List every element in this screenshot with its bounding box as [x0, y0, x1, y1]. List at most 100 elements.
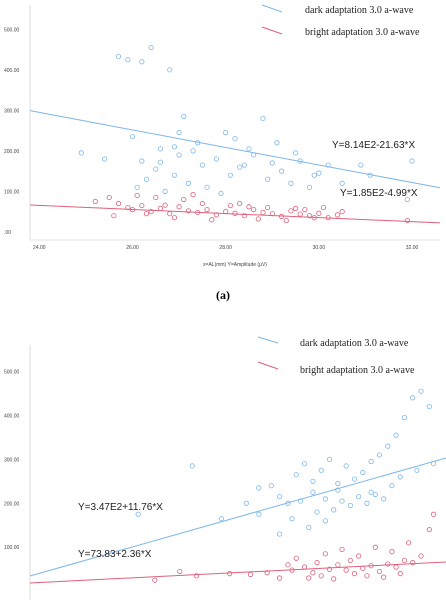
panel-a-point-dark — [311, 172, 317, 178]
panel-b-point-bright — [385, 561, 391, 567]
panel-a-point-bright — [125, 204, 131, 211]
panel-b-legend-dark: dark adaptation 3.0 a-wave — [300, 338, 409, 349]
panel-b-point-dark — [351, 476, 358, 482]
panel-a-point-dark — [171, 144, 178, 150]
panel-b-point-dark — [301, 461, 308, 467]
panel-b-point-dark — [418, 388, 424, 394]
panel-b-point-bright — [293, 555, 299, 561]
panel-a-equation-bright: Y=1.85E2-4.99*X — [340, 188, 418, 199]
panel-a-point-bright — [167, 211, 173, 217]
panel-a-point-dark — [218, 190, 224, 197]
panel-b-point-dark — [306, 524, 312, 531]
panel-a-point-dark — [162, 188, 168, 194]
panel-b-point-bright — [289, 567, 295, 573]
panel-b-point-dark — [243, 500, 249, 506]
panel-b-point-dark — [347, 502, 353, 509]
panel-b-y-tick-label: 500.00 — [4, 369, 20, 375]
panel-a-point-bright — [139, 202, 145, 209]
panel-a-point-bright — [181, 196, 187, 203]
panel-a-point-dark — [139, 158, 145, 164]
panel-a-point-dark — [306, 184, 313, 190]
panel-a-point-bright — [92, 198, 98, 205]
panel-a-point-bright — [134, 192, 140, 199]
panel-b-point-dark — [410, 395, 416, 401]
panel-b-point-bright — [276, 575, 283, 581]
panel-a-point-bright — [320, 204, 327, 211]
panel-a-x-tick-label: 30.00 — [313, 245, 326, 251]
panel-a-point-dark — [129, 134, 136, 140]
panel-b-y-tick-label: 300.00 — [4, 457, 20, 463]
panel-b-y-tick-label: 100.00 — [4, 545, 20, 551]
panel-a-y-tick-label: 300.00 — [4, 108, 20, 114]
panel-a-point-bright — [251, 207, 257, 213]
panel-b-point-dark — [426, 403, 432, 410]
panel-a-point-bright — [171, 215, 178, 221]
panel-b-point-bright — [314, 560, 320, 566]
panel-a-point-bright — [195, 209, 201, 216]
panel-a-point-dark — [288, 180, 294, 186]
panel-a-points — [78, 44, 415, 224]
panel-a-fit-lines — [29, 110, 441, 224]
panel-a-point-dark — [125, 57, 131, 63]
panel-a-x-tick-label: 32.00 — [406, 245, 419, 251]
panel-a-point-dark — [297, 158, 303, 164]
panel-b-point-dark — [276, 494, 283, 500]
panel-a-point-bright — [260, 209, 266, 216]
panel-a-point-dark — [199, 162, 205, 168]
panel-a-point-bright — [288, 208, 294, 214]
panel-b-point-dark — [368, 458, 374, 465]
panel-b-point-bright — [193, 573, 199, 579]
panel-a-point-dark — [213, 156, 219, 162]
panel-a-point-dark — [246, 146, 252, 152]
panel-b-point-bright — [401, 557, 407, 564]
panel-b-point-dark — [218, 516, 224, 522]
panel-b-point-bright — [177, 568, 183, 575]
panel-a-point-bright — [255, 216, 261, 222]
panel-a-point-dark — [241, 162, 247, 168]
panel-a-point-bright — [190, 192, 196, 198]
panel-b-point-dark — [322, 496, 328, 502]
panel-b-point-dark — [364, 500, 370, 506]
panel-a-point-dark — [316, 170, 322, 176]
panel-a-point-bright — [302, 207, 308, 213]
panel-b-point-dark — [331, 507, 337, 513]
panel-a-x-tick-label: 26.00 — [126, 245, 139, 251]
panel-a-point-bright — [129, 207, 136, 213]
panel-a-point-dark — [143, 176, 150, 182]
panel-b-point-dark — [343, 463, 349, 469]
panel-a-point-bright — [209, 217, 215, 223]
panel-b-point-bright — [326, 566, 333, 572]
panel-a-point-bright — [232, 210, 238, 216]
panel-b-y-tick-label: 200.00 — [4, 501, 20, 507]
panel-b-point-dark — [414, 467, 420, 473]
panel-a-point-bright — [334, 212, 341, 218]
panel-b-point-bright — [360, 565, 366, 571]
panel-b-point-bright — [426, 527, 432, 533]
panel-b-points — [135, 388, 437, 583]
panel-b-point-dark — [189, 463, 195, 469]
panel-a-caption: (a) — [216, 288, 230, 302]
panel-a-fit-line-dark — [29, 110, 441, 189]
panel-a-point-bright — [199, 200, 205, 207]
panel-b-point-dark — [268, 483, 274, 489]
panel-b-point-bright — [247, 571, 254, 578]
panel-a-point-bright — [269, 211, 275, 217]
panel-a-point-bright — [316, 210, 322, 216]
panel-b-legend: dark adaptation 3.0 a-wave bright adapta… — [257, 336, 415, 376]
panel-b-point-dark — [322, 518, 328, 524]
panel-a-point-dark — [260, 115, 266, 122]
panel-b-point-bright — [306, 575, 312, 581]
panel-a-point-bright — [148, 209, 154, 215]
panel-a-point-dark — [265, 176, 271, 182]
panel-a-point-dark — [167, 67, 173, 73]
panel-a-point-dark — [232, 136, 238, 142]
panel-b-point-bright — [389, 549, 395, 555]
panel-a-point-bright — [297, 211, 303, 217]
panel-a-x-ticks: 24.00 26.00 28.00 30.00 32.00 — [33, 245, 418, 251]
panel-a-point-dark — [171, 172, 178, 178]
panel-b-equation-dark: Y=3.47E2+11.76*X — [78, 502, 163, 513]
panel-a-point-dark — [134, 184, 140, 190]
panel-a-legend: dark adaptation 3.0 a-wave bright adapta… — [261, 4, 420, 38]
panel-b-point-dark — [326, 456, 333, 462]
